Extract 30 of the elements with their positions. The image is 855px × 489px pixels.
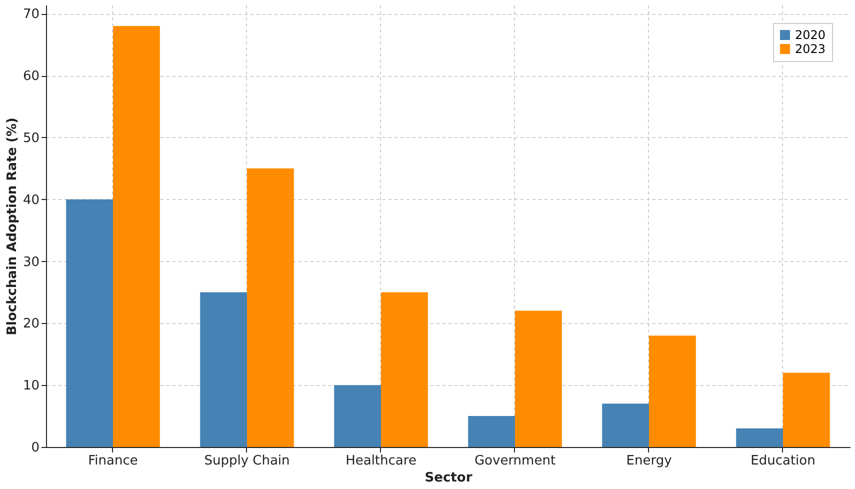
x-tick-label: Healthcare <box>346 454 416 468</box>
y-tick-label: 50 <box>22 130 40 146</box>
legend-label: 2023 <box>795 42 826 56</box>
x-tick-label: Supply Chain <box>204 454 290 468</box>
bar <box>515 310 562 447</box>
y-tick-label: 20 <box>22 316 40 332</box>
y-tick-label: 40 <box>22 192 40 208</box>
x-axis-title: Sector <box>424 470 473 486</box>
legend-label: 2020 <box>795 28 826 42</box>
y-tick-label: 0 <box>31 440 40 456</box>
bar <box>66 199 113 447</box>
bar <box>200 292 247 447</box>
bar <box>468 416 515 447</box>
y-axis-title: Blockchain Adoption Rate (%) <box>4 118 20 336</box>
x-tick-label: Government <box>474 454 556 468</box>
bar <box>649 336 696 447</box>
x-tick-label: Finance <box>88 454 138 468</box>
bar <box>736 428 783 447</box>
bar <box>247 168 294 447</box>
y-tick-label: 10 <box>22 378 40 394</box>
y-tick-label: 70 <box>22 7 40 22</box>
bar <box>381 292 428 447</box>
x-tick-label: Energy <box>626 454 672 468</box>
x-tick-label: Education <box>750 454 816 468</box>
y-tick-label: 30 <box>22 254 40 270</box>
bar <box>783 372 830 447</box>
y-tick-label: 60 <box>22 69 40 84</box>
bar <box>602 404 649 447</box>
bar <box>113 26 160 447</box>
bar <box>334 385 381 447</box>
